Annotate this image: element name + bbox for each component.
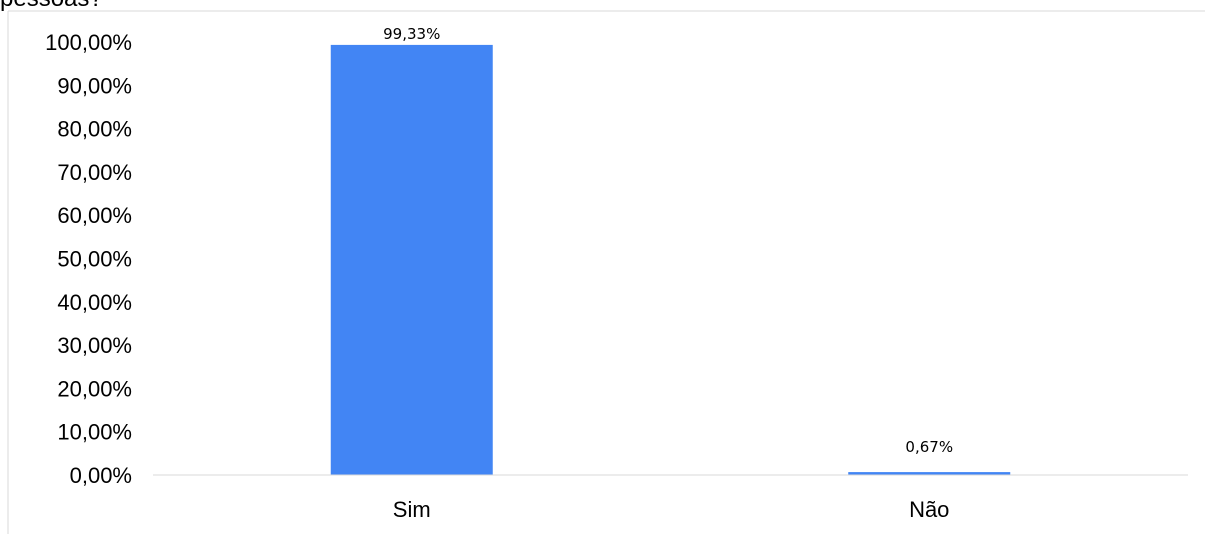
y-tick-label: 70,00% (57, 160, 132, 185)
bar-sim (330, 44, 493, 476)
y-tick-label: 30,00% (57, 333, 132, 358)
category-label: Sim (393, 497, 431, 522)
y-tick-label: 40,00% (57, 290, 132, 315)
y-tick-label: 20,00% (57, 376, 132, 401)
bars (330, 44, 1011, 476)
y-tick-label: 10,00% (57, 420, 132, 445)
y-tick-label: 0,00% (70, 463, 132, 488)
y-tick-label: 50,00% (57, 247, 132, 272)
y-tick-label: 100,00% (45, 30, 132, 55)
data-labels: 99,33% 0,67% (383, 25, 953, 456)
chart-title: pessoas? (0, 0, 103, 12)
y-tick-label: 90,00% (57, 73, 132, 98)
y-axis-ticks: 0,00% 10,00% 20,00% 30,00% 40,00% 50,00% 60,00… (45, 30, 132, 488)
data-label: 99,33% (383, 25, 440, 43)
y-tick-label: 60,00% (57, 203, 132, 228)
x-axis-categories: Sim Não (393, 497, 950, 522)
y-tick-label: 80,00% (57, 117, 132, 142)
bar-não (848, 472, 1011, 475)
data-label: 0,67% (905, 438, 953, 456)
category-label: Não (909, 497, 949, 522)
